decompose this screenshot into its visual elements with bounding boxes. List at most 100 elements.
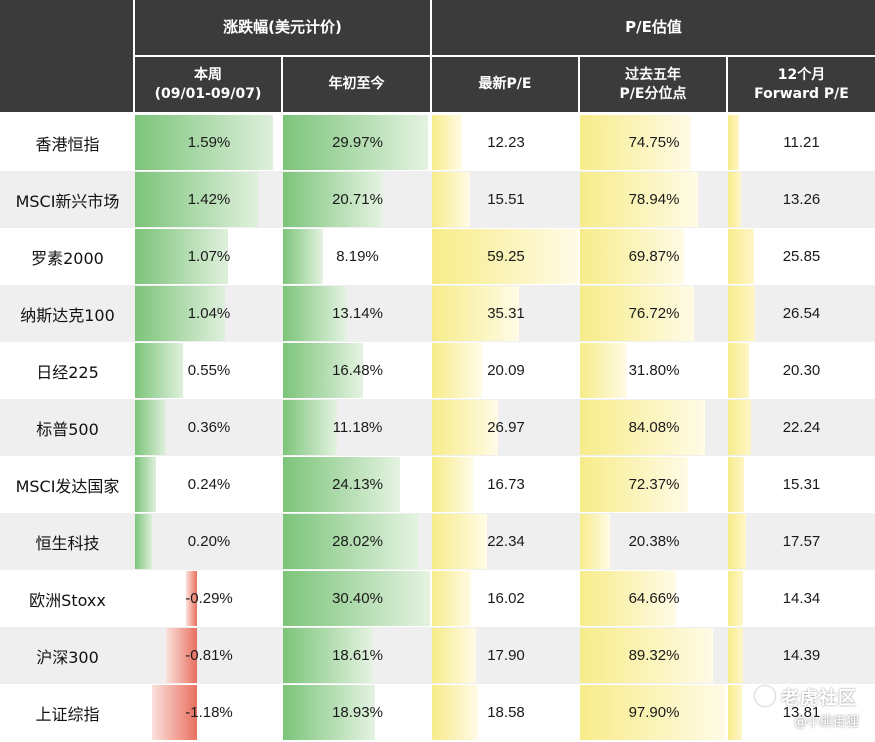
ytd-change-value: 8.19% [336,248,379,265]
pe-bar [432,343,482,398]
header-col-week-line1: 本周 [194,66,222,83]
week-change-value: -0.29% [185,590,233,607]
ytd-change-bar [283,229,323,284]
forward-pe-value: 17.57 [782,533,821,550]
forward-pe-value: 22.24 [782,419,821,436]
row-name: 日经225 [36,362,99,382]
week-change-value: -1.18% [185,704,233,721]
week-change-value: 0.24% [187,476,231,493]
pe-percentile-bar [580,343,627,398]
forward-pe-value: 13.26 [782,191,821,208]
row-name: 上证综指 [35,704,100,724]
pe-percentile-value: 89.32% [628,647,680,664]
pe-percentile-value: 69.87% [628,248,680,265]
pe-percentile-value: 64.66% [628,590,680,607]
forward-pe-bar [728,229,754,284]
pe-value: 16.73 [487,476,525,493]
week-change-bar [135,172,258,227]
pe-percentile-bar [580,400,705,455]
pe-percentile-bar [580,685,726,740]
pe-percentile-bar [580,628,713,683]
pe-value: 35.31 [487,305,525,322]
forward-pe-value: 11.21 [783,134,820,151]
week-change-bar [135,400,166,455]
ytd-change-bar [283,685,375,740]
ytd-change-value: 18.61% [332,647,383,664]
week-change-bar [135,457,156,512]
ytd-change-bar [283,286,347,341]
ytd-change-value: 30.40% [332,590,383,607]
pe-percentile-value: 74.75% [628,134,680,151]
pe-percentile-value: 31.80% [628,362,680,379]
pe-percentile-bar [580,571,676,626]
header-col-pe: 最新P/E [432,57,580,114]
header-col-percentile-line1: 过去五年 [625,66,681,83]
pe-value: 17.90 [487,647,525,664]
week-change-bar [152,685,197,740]
header-col-percentile-line2: P/E分位点 [619,85,687,102]
week-change-value: 1.59% [187,134,231,151]
week-change-value: 0.20% [187,533,231,550]
pe-percentile-bar [580,115,691,170]
pe-percentile-bar [580,286,694,341]
forward-pe-value: 25.85 [782,248,821,265]
week-change-value: 0.55% [187,362,231,379]
ytd-change-bar [283,628,373,683]
brand-watermark-text: 老虎社区 [781,688,857,709]
pe-bar [432,115,462,170]
header-col-forward-pe: 12个月 Forward P/E [728,57,875,114]
week-change-bar [135,514,152,569]
header-col-forward-pe-line2: Forward P/E [754,85,849,102]
pe-bar [432,685,478,740]
week-change-bar [166,628,197,683]
pe-value: 15.51 [487,191,525,208]
header-corner [0,0,135,114]
week-change-value: 0.36% [187,419,231,436]
pe-bar [432,400,498,455]
forward-pe-bar [728,571,743,626]
forward-pe-value: 13.81 [782,704,821,721]
pe-value: 12.23 [487,134,525,151]
header-col-percentile: 过去五年 P/E分位点 [580,57,728,114]
pe-bar [432,571,471,626]
row-name: 纳斯达克100 [20,305,115,325]
row-name: MSCI新兴市场 [15,191,120,211]
pe-percentile-bar [580,172,698,227]
row-name: 欧洲Stoxx [29,590,106,610]
header-group-pe: P/E估值 [432,0,875,57]
forward-pe-bar [728,628,743,683]
pe-bar [432,172,470,227]
pe-percentile-value: 97.90% [628,704,680,721]
forward-pe-bar [728,343,749,398]
pe-percentile-bar [580,514,610,569]
ytd-change-value: 16.48% [332,362,383,379]
ytd-change-value: 18.93% [332,704,383,721]
pe-bar [432,628,476,683]
ytd-change-value: 13.14% [332,305,383,322]
row-name: 恒生科技 [35,533,100,553]
ytd-change-value: 28.02% [332,533,383,550]
forward-pe-value: 14.34 [782,590,821,607]
header-col-ytd: 年初至今 [283,57,432,114]
pe-bar [432,229,578,284]
pe-percentile-value: 20.38% [628,533,680,550]
forward-pe-bar [728,286,755,341]
ytd-change-bar [283,571,430,626]
row-name: MSCI发达国家 [15,476,120,496]
forward-pe-bar [728,685,742,740]
forward-pe-bar [728,172,741,227]
pe-percentile-bar [580,229,684,284]
ytd-change-bar [283,457,400,512]
pe-value: 16.02 [487,590,525,607]
pe-value: 26.97 [487,419,525,436]
week-change-bar [135,286,225,341]
pe-value: 18.58 [487,704,525,721]
ytd-change-bar [283,400,337,455]
header-col-pe-label: 最新P/E [478,76,532,92]
header-col-forward-pe-line1: 12个月 [777,66,826,83]
ytd-change-value: 24.13% [332,476,383,493]
week-change-bar [135,229,228,284]
forward-pe-bar [728,115,739,170]
header-group-change-label: 涨跌幅(美元计价) [223,18,342,36]
